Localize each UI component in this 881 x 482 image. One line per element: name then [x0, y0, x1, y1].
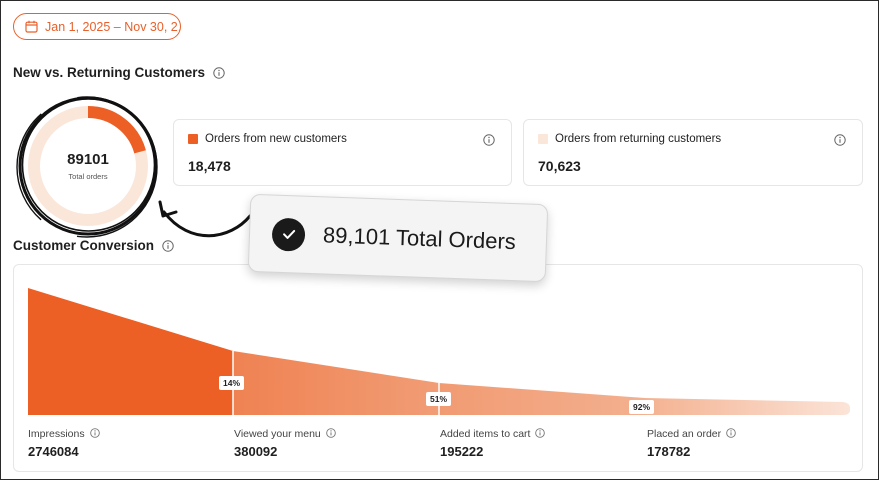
returning-customers-value: 70,623: [538, 158, 581, 174]
info-icon[interactable]: [535, 428, 547, 440]
new-customers-value: 18,478: [188, 158, 231, 174]
funnel-chart: [28, 288, 850, 415]
stage-value-placed-order: 178782: [647, 444, 691, 459]
stage-label-text: Added items to cart: [440, 428, 531, 440]
returning-customers-card: Orders from returning customers 70,623: [523, 119, 863, 186]
funnel-segment-added-to-cart: [439, 383, 645, 415]
funnel-segment-viewed-menu: [233, 351, 439, 415]
stage-label-text: Viewed your menu: [234, 428, 321, 440]
scribble-circle-2: [21, 98, 156, 232]
new-customers-label: Orders from new customers: [205, 133, 347, 145]
returning-customers-swatch: [538, 134, 548, 144]
returning-customers-label: Orders from returning customers: [555, 133, 722, 145]
stage-label-added-to-cart: Added items to cart: [440, 428, 547, 440]
conversion-rate-badge: 92%: [629, 400, 655, 414]
customers-title-text: New vs. Returning Customers: [13, 65, 206, 80]
donut-total-label: Total orders: [68, 172, 108, 181]
scribble-circle-3: [16, 96, 158, 238]
donut-center: 89101 Total orders: [14, 92, 162, 240]
conversion-title-text: Customer Conversion: [13, 238, 155, 253]
info-icon[interactable]: [325, 428, 338, 440]
funnel-segment-impressions: [28, 288, 233, 415]
conversion-rate-badge: 51%: [426, 392, 452, 406]
donut-total-value: 89101: [67, 151, 109, 168]
new-customers-card: Orders from new customers 18,478: [173, 119, 512, 186]
funnel-segment-placed-order: [645, 398, 850, 415]
callout-text: 89,101 Total Orders: [322, 222, 517, 255]
new-customers-label-row: Orders from new customers: [188, 133, 347, 145]
info-icon[interactable]: [162, 239, 174, 252]
check-icon: [271, 217, 306, 252]
info-icon[interactable]: [483, 133, 495, 151]
conversion-section-title: Customer Conversion: [13, 238, 174, 253]
stage-label-impressions: Impressions: [28, 428, 102, 440]
curved-arrow: [158, 200, 252, 238]
date-range-picker[interactable]: Jan 1, 2025 – Nov 30, 2...: [13, 13, 181, 40]
info-icon[interactable]: [834, 133, 846, 151]
stage-value-added-to-cart: 195222: [440, 444, 484, 459]
date-range-label: Jan 1, 2025 – Nov 30, 2...: [45, 19, 181, 34]
conversion-funnel-card: 14% 51% 92% Impressions 2746084 Viewed y…: [13, 264, 863, 472]
calendar-icon: [25, 20, 38, 33]
info-icon[interactable]: [213, 66, 225, 79]
info-icon[interactable]: [726, 428, 738, 440]
stage-label-placed-order: Placed an order: [647, 428, 738, 440]
conversion-rate-badge: 14%: [219, 376, 245, 390]
orders-donut-chart: 89101 Total orders: [14, 92, 162, 240]
total-orders-callout: 89,101 Total Orders: [247, 193, 549, 283]
returning-customers-label-row: Orders from returning customers: [538, 133, 721, 145]
new-customers-swatch: [188, 134, 198, 144]
donut-new-segment: [28, 106, 148, 226]
stage-label-text: Impressions: [28, 428, 85, 440]
customers-section-title: New vs. Returning Customers: [13, 65, 225, 80]
scribble-circle: [18, 96, 158, 236]
stage-value-impressions: 2746084: [28, 444, 79, 459]
stage-label-text: Placed an order: [647, 428, 722, 440]
info-icon[interactable]: [89, 428, 102, 440]
stage-label-viewed-menu: Viewed your menu: [234, 428, 338, 440]
stage-value-viewed-menu: 380092: [234, 444, 278, 459]
